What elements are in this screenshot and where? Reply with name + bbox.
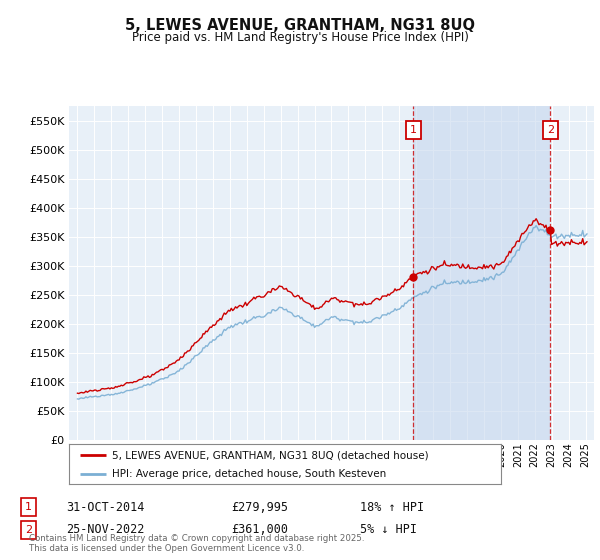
Text: Contains HM Land Registry data © Crown copyright and database right 2025.
This d: Contains HM Land Registry data © Crown c… bbox=[29, 534, 364, 553]
Bar bbox=[413, 106, 550, 440]
Text: 1: 1 bbox=[410, 125, 417, 135]
Text: 5, LEWES AVENUE, GRANTHAM, NG31 8UQ: 5, LEWES AVENUE, GRANTHAM, NG31 8UQ bbox=[125, 18, 475, 33]
Text: 25-NOV-2022: 25-NOV-2022 bbox=[66, 523, 145, 536]
Text: 1: 1 bbox=[25, 502, 32, 512]
Text: 5% ↓ HPI: 5% ↓ HPI bbox=[360, 523, 417, 536]
Text: 5, LEWES AVENUE, GRANTHAM, NG31 8UQ (detached house): 5, LEWES AVENUE, GRANTHAM, NG31 8UQ (det… bbox=[112, 450, 429, 460]
Text: 18% ↑ HPI: 18% ↑ HPI bbox=[360, 501, 424, 514]
Text: £361,000: £361,000 bbox=[231, 523, 288, 536]
Text: 31-OCT-2014: 31-OCT-2014 bbox=[66, 501, 145, 514]
Text: 2: 2 bbox=[25, 525, 32, 535]
Text: HPI: Average price, detached house, South Kesteven: HPI: Average price, detached house, Sout… bbox=[112, 469, 386, 479]
Text: 2: 2 bbox=[547, 125, 554, 135]
Text: £279,995: £279,995 bbox=[231, 501, 288, 514]
Text: Price paid vs. HM Land Registry's House Price Index (HPI): Price paid vs. HM Land Registry's House … bbox=[131, 31, 469, 44]
